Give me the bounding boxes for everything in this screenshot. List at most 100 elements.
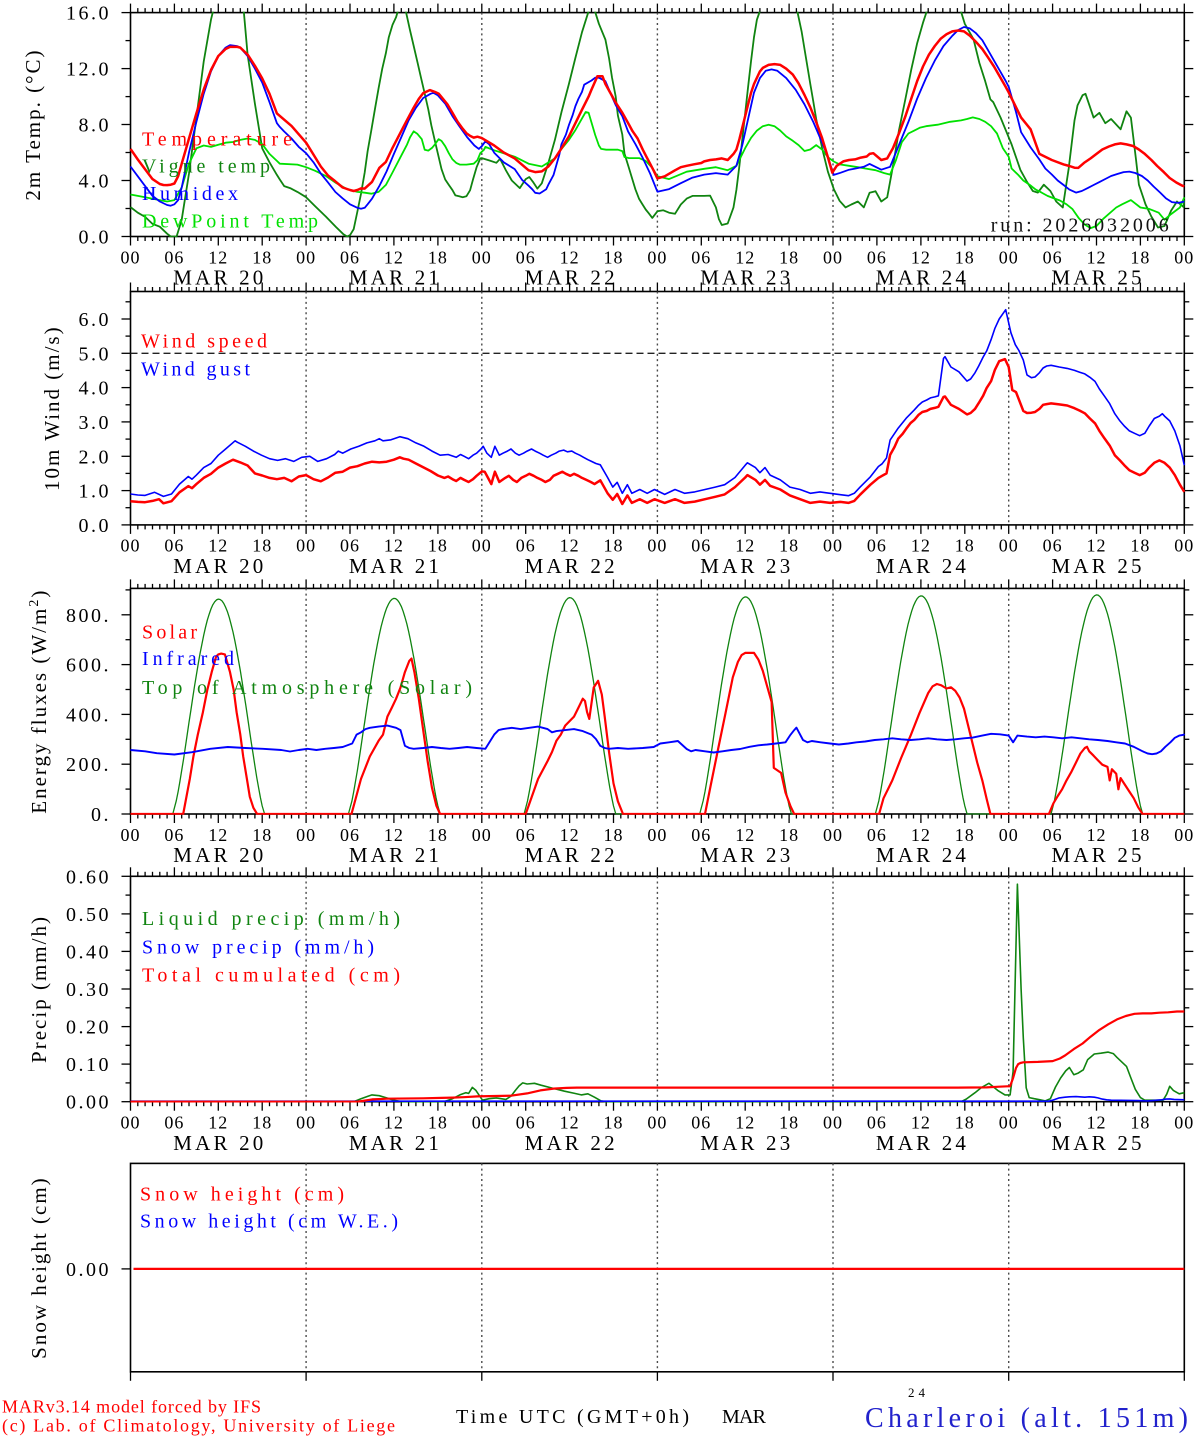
svg-text:2.0: 2.0 [79, 446, 112, 468]
svg-text:00: 00 [296, 1113, 316, 1133]
svg-text:Solar: Solar [142, 622, 197, 644]
svg-text:8.0: 8.0 [79, 115, 112, 137]
svg-text:06: 06 [340, 825, 360, 845]
svg-text:00: 00 [1174, 825, 1194, 845]
svg-text:MAR 24: MAR 24 [876, 843, 967, 867]
svg-text:18: 18 [428, 536, 448, 556]
svg-text:18: 18 [955, 1113, 975, 1133]
svg-text:06: 06 [1043, 1113, 1063, 1133]
svg-text:18: 18 [604, 247, 624, 267]
svg-text:12: 12 [1087, 536, 1107, 556]
svg-text:00: 00 [647, 1113, 667, 1133]
svg-text:0.50: 0.50 [66, 904, 111, 926]
svg-text:00: 00 [823, 1113, 843, 1133]
svg-text:06: 06 [867, 247, 887, 267]
svg-text:00: 00 [1174, 1113, 1194, 1133]
svg-text:12: 12 [384, 536, 404, 556]
svg-text:12: 12 [560, 825, 580, 845]
svg-text:00: 00 [296, 825, 316, 845]
svg-text:MAR 25: MAR 25 [1052, 1131, 1142, 1155]
svg-text:00: 00 [296, 247, 316, 267]
svg-text:00: 00 [999, 825, 1019, 845]
svg-text:06: 06 [1043, 536, 1063, 556]
svg-text:06: 06 [691, 825, 711, 845]
svg-text:00: 00 [472, 247, 492, 267]
svg-text:18: 18 [955, 247, 975, 267]
svg-text:18: 18 [955, 825, 975, 845]
svg-text:12: 12 [208, 247, 228, 267]
svg-text:0.00: 0.00 [66, 1092, 111, 1114]
svg-text:Time UTC (GMT+0h): Time UTC (GMT+0h) [456, 1406, 689, 1428]
svg-text:DewPoint Temp: DewPoint Temp [142, 211, 318, 233]
svg-text:16.0: 16.0 [66, 3, 111, 25]
svg-text:12: 12 [208, 1113, 228, 1133]
svg-text:0.0: 0.0 [79, 227, 112, 249]
svg-text:(c) Lab. of Climatology, Unive: (c) Lab. of Climatology, University of L… [2, 1416, 395, 1437]
svg-text:MAR 20: MAR 20 [173, 554, 263, 578]
svg-text:12: 12 [1087, 1113, 1107, 1133]
svg-text:4.0: 4.0 [79, 378, 112, 400]
svg-text:400.: 400. [66, 704, 111, 726]
svg-text:00: 00 [121, 247, 141, 267]
svg-text:00: 00 [472, 1113, 492, 1133]
svg-text:MAR 24: MAR 24 [876, 554, 967, 578]
svg-text:MAR 21: MAR 21 [349, 1131, 439, 1155]
svg-text:12: 12 [735, 825, 755, 845]
svg-text:18: 18 [252, 1113, 272, 1133]
svg-text:12: 12 [560, 1113, 580, 1133]
svg-text:06: 06 [691, 247, 711, 267]
svg-text:06: 06 [340, 1113, 360, 1133]
svg-text:06: 06 [867, 1113, 887, 1133]
svg-text:00: 00 [823, 247, 843, 267]
svg-text:06: 06 [340, 247, 360, 267]
svg-text:MAR 24: MAR 24 [876, 1131, 967, 1155]
svg-text:18: 18 [252, 536, 272, 556]
svg-text:5.0: 5.0 [79, 343, 112, 365]
svg-text:800.: 800. [66, 605, 111, 627]
svg-text:06: 06 [691, 1113, 711, 1133]
svg-text:12: 12 [1087, 247, 1107, 267]
svg-text:MARv3.14 model forced by IFS: MARv3.14 model forced by IFS [2, 1397, 261, 1417]
svg-text:MAR 20: MAR 20 [173, 843, 263, 867]
svg-text:18: 18 [1130, 1113, 1150, 1133]
svg-text:00: 00 [647, 825, 667, 845]
svg-text:06: 06 [516, 536, 536, 556]
svg-text:12: 12 [911, 247, 931, 267]
svg-text:MAR 20: MAR 20 [173, 1131, 263, 1155]
svg-text:12: 12 [911, 825, 931, 845]
svg-text:18: 18 [428, 1113, 448, 1133]
svg-text:12: 12 [911, 1113, 931, 1133]
svg-text:MAR 23: MAR 23 [700, 554, 790, 578]
svg-text:2m Temp. (°C): 2m Temp. (°C) [21, 48, 45, 200]
svg-text:MAR 23: MAR 23 [700, 843, 790, 867]
svg-text:06: 06 [516, 1113, 536, 1133]
svg-text:0.0: 0.0 [79, 515, 112, 537]
svg-text:00: 00 [121, 825, 141, 845]
svg-text:06: 06 [691, 536, 711, 556]
svg-text:12.0: 12.0 [66, 59, 111, 81]
svg-text:6.0: 6.0 [79, 309, 112, 331]
svg-text:06: 06 [1043, 825, 1063, 845]
svg-text:0.20: 0.20 [66, 1017, 111, 1039]
svg-text:1.0: 1.0 [79, 481, 112, 503]
svg-text:18: 18 [1130, 825, 1150, 845]
svg-text:00: 00 [472, 825, 492, 845]
svg-text:0.40: 0.40 [66, 941, 111, 963]
svg-text:18: 18 [779, 536, 799, 556]
svg-text:18: 18 [604, 825, 624, 845]
svg-text:4.0: 4.0 [79, 171, 112, 193]
svg-text:06: 06 [164, 247, 184, 267]
svg-text:06: 06 [164, 825, 184, 845]
svg-text:18: 18 [779, 247, 799, 267]
svg-text:12: 12 [735, 536, 755, 556]
svg-text:00: 00 [1174, 247, 1194, 267]
svg-text:00: 00 [647, 247, 667, 267]
svg-text:06: 06 [867, 825, 887, 845]
svg-text:18: 18 [955, 536, 975, 556]
svg-text:18: 18 [1130, 247, 1150, 267]
svg-text:3.0: 3.0 [79, 412, 112, 434]
svg-text:Snow height (cm): Snow height (cm) [140, 1184, 344, 1206]
svg-text:Precip (mm/h): Precip (mm/h) [27, 915, 51, 1063]
svg-text:18: 18 [604, 536, 624, 556]
svg-text:00: 00 [472, 536, 492, 556]
